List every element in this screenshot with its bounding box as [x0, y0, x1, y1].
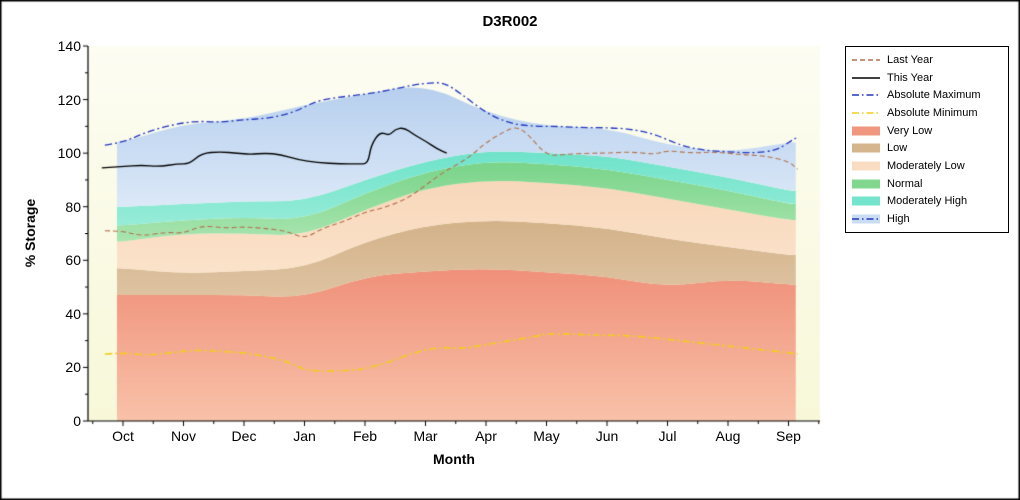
y-tick-label: 80	[65, 198, 81, 215]
chart-title: D3R002	[482, 13, 538, 30]
legend-line-icon	[852, 59, 880, 61]
legend-swatch-icon	[852, 161, 880, 171]
x-tick-label: Nov	[171, 428, 196, 444]
legend-swatch-icon	[852, 196, 880, 206]
x-tick-label: Jun	[595, 428, 619, 444]
x-tick-label: May	[533, 428, 560, 444]
legend-item: Very Low	[851, 122, 1003, 140]
x-tick-label: Mar	[413, 428, 438, 444]
y-tick-label: 100	[57, 145, 81, 162]
x-tick-label: Aug	[715, 428, 741, 444]
x-tick-label: Jul	[658, 428, 677, 444]
legend-item: Low	[851, 139, 1003, 157]
legend-label: Very Low	[887, 124, 933, 137]
y-tick-label: 0	[73, 413, 81, 429]
x-tick-label: Jan	[293, 428, 316, 444]
x-tick-label: Apr	[475, 428, 497, 444]
legend-label: Normal	[887, 177, 923, 190]
legend-item: Absolute Minimum	[851, 104, 1003, 122]
legend-label: Absolute Minimum	[887, 106, 978, 119]
legend-line-icon	[852, 76, 880, 79]
x-tick-label: Dec	[231, 428, 257, 444]
legend-label: This Year	[887, 71, 933, 84]
legend-label: Absolute Maximum	[887, 89, 981, 102]
legend-item: High	[851, 210, 1003, 228]
legend-item: Moderately High	[851, 193, 1003, 211]
y-tick-label: 60	[65, 252, 81, 269]
legend-line-icon	[852, 94, 880, 96]
legend-label: High	[887, 213, 910, 226]
legend-swatch-icon	[852, 126, 880, 136]
y-tick-label: 20	[65, 359, 81, 376]
x-axis-label: Month	[433, 451, 475, 467]
y-tick-label: 140	[57, 38, 81, 54]
x-tick-label: Feb	[352, 428, 378, 444]
legend-line-icon	[852, 112, 880, 114]
legend-label: Low	[887, 142, 908, 155]
legend-swatch-icon	[852, 143, 880, 153]
x-tick-label: Sep	[776, 428, 801, 444]
y-tick-label: 120	[57, 91, 81, 108]
legend-item: Normal	[851, 175, 1003, 193]
legend: Last Year This Year Absolute Maximum Absolu…	[845, 46, 1009, 233]
legend-item: This Year	[851, 69, 1003, 87]
legend-label: Moderately Low	[887, 159, 965, 172]
legend-label: Moderately High	[887, 195, 968, 208]
legend-item: Last Year	[851, 51, 1003, 69]
y-tick-label: 40	[65, 305, 81, 322]
legend-label: Last Year	[887, 53, 933, 66]
legend-swatch-icon	[852, 179, 880, 189]
y-axis-label: % Storage	[22, 198, 38, 268]
legend-item: Moderately Low	[851, 157, 1003, 175]
x-tick-label: Oct	[112, 428, 134, 444]
legend-swatch-icon	[852, 214, 880, 224]
legend-item: Absolute Maximum	[851, 86, 1003, 104]
